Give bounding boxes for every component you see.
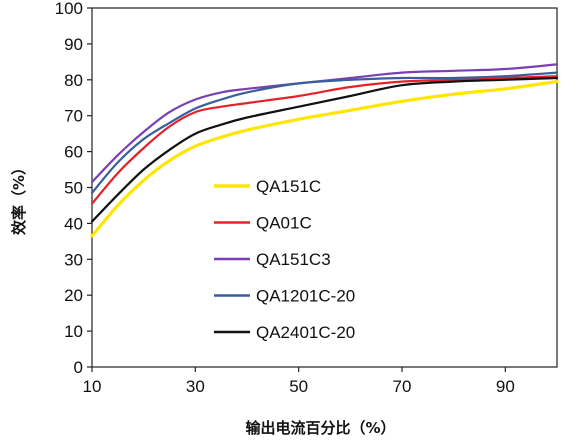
legend-label: QA151C (256, 177, 321, 196)
legend-label: QA01C (256, 214, 312, 233)
y-tick-label: 40 (64, 214, 83, 233)
series-line-qa2401c-20 (90, 76, 559, 223)
legend-label: QA2401C-20 (256, 323, 355, 342)
plot-frame (91, 7, 558, 368)
y-tick-label: 80 (64, 71, 83, 90)
y-tick-label: 20 (64, 286, 83, 305)
chart-series-lines (90, 63, 559, 238)
y-tick-label: 90 (64, 35, 83, 54)
y-tick-label: 60 (64, 143, 83, 162)
y-axis-title: 效率（%） (10, 160, 28, 235)
series-line-qa151c (90, 80, 559, 238)
legend-label: QA151C3 (256, 250, 331, 269)
x-tick-label: 30 (186, 377, 205, 396)
y-tick-label: 10 (64, 322, 83, 341)
chart-legend: QA151C QA01C QA151C3 QA1201C-20 QA2401C-20 (214, 177, 355, 342)
series-line-qa151c3 (90, 63, 559, 184)
x-tick-label: 50 (289, 377, 308, 396)
x-tick-label: 70 (393, 377, 412, 396)
y-tick-label: 100 (55, 0, 83, 18)
y-tick-label: 0 (74, 358, 83, 377)
x-axis-title: 输出电流百分比（%） (245, 419, 395, 437)
y-tick-label: 70 (64, 107, 83, 126)
x-tick-label: 90 (496, 377, 515, 396)
series-line-qa01c (90, 75, 559, 205)
x-tick-label: 10 (83, 377, 102, 396)
y-tick-label: 50 (64, 179, 83, 198)
series-line-qa1201c-20 (90, 71, 559, 194)
y-tick-label: 30 (64, 250, 83, 269)
legend-label: QA1201C-20 (256, 287, 355, 306)
